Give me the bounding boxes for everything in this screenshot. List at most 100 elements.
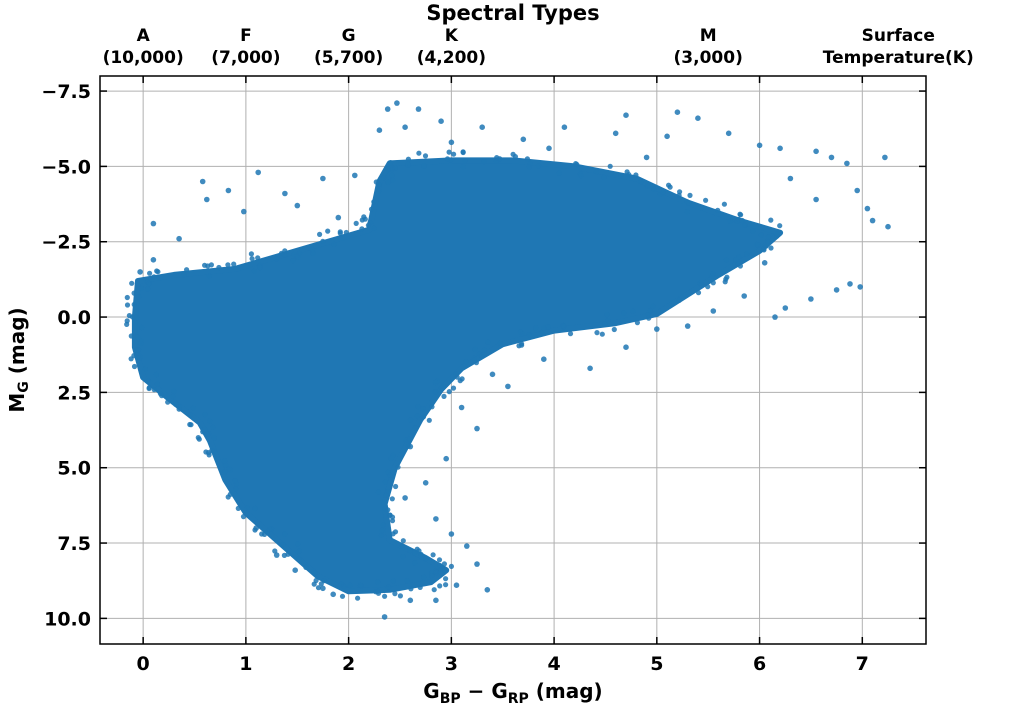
- star-point: [453, 371, 459, 377]
- y-tick-label: −5.0: [41, 156, 91, 178]
- star-point: [407, 547, 413, 554]
- star-point: [623, 344, 629, 351]
- star-point: [378, 532, 385, 538]
- star-point: [710, 271, 716, 277]
- star-point: [325, 228, 331, 234]
- star-point: [574, 161, 580, 168]
- star-point: [251, 268, 257, 274]
- star-point: [772, 314, 778, 320]
- spectral-type-label: K: [445, 26, 459, 46]
- star-point: [134, 314, 140, 321]
- star-point: [402, 124, 408, 130]
- star-point: [857, 284, 863, 290]
- star-point: [255, 169, 261, 176]
- star-point: [578, 173, 584, 179]
- star-point: [440, 383, 446, 389]
- star-point: [206, 431, 212, 437]
- star-point: [412, 425, 419, 431]
- star-point: [497, 156, 503, 162]
- star-point: [416, 150, 422, 156]
- star-point: [505, 383, 511, 390]
- spectral-type-axis: A(10,000) F(7,000) G(5,700) K(4,200) M(3,000…: [103, 26, 974, 68]
- star-point: [430, 552, 436, 558]
- star-point: [205, 450, 212, 456]
- star-point: [331, 241, 337, 247]
- star-point: [155, 269, 161, 275]
- star-point: [389, 518, 396, 524]
- star-point: [422, 480, 429, 486]
- star-point: [438, 118, 444, 124]
- star-point: [241, 208, 247, 215]
- star-point: [352, 172, 358, 179]
- star-point: [205, 263, 211, 269]
- star-point: [450, 385, 457, 391]
- star-point: [633, 172, 639, 178]
- star-point: [142, 366, 148, 372]
- star-point: [389, 496, 395, 502]
- star-point: [407, 443, 414, 450]
- star-point: [136, 294, 142, 300]
- star-point: [145, 378, 151, 384]
- star-point: [131, 363, 138, 370]
- star-point: [422, 153, 429, 159]
- star-point: [761, 260, 768, 266]
- star-point: [320, 175, 326, 182]
- star-point: [382, 505, 388, 512]
- star-point: [437, 583, 443, 589]
- star-point: [150, 257, 157, 263]
- y-axis-title: MG (mag): [5, 307, 32, 412]
- y-tick-label: 5.0: [57, 458, 91, 480]
- star-point: [165, 399, 171, 405]
- star-point: [371, 199, 377, 205]
- star-point: [131, 301, 137, 308]
- star-point: [462, 158, 468, 164]
- star-point: [184, 267, 190, 273]
- x-axis-title-sub2: RP: [508, 691, 529, 706]
- star-point: [703, 197, 709, 203]
- star-point: [273, 256, 280, 262]
- star-point: [768, 245, 774, 251]
- star-point: [312, 570, 318, 576]
- star-point: [399, 543, 405, 549]
- star-point: [684, 323, 691, 329]
- star-point: [429, 404, 435, 410]
- star-point: [418, 551, 424, 557]
- star-point: [405, 156, 411, 162]
- star-point: [510, 151, 516, 157]
- star-point: [145, 286, 151, 292]
- x-tick-label: 2: [342, 653, 355, 675]
- star-point: [151, 274, 157, 280]
- star-point: [223, 462, 229, 468]
- star-point: [446, 149, 452, 155]
- star-point: [295, 541, 301, 547]
- star-point: [417, 584, 423, 591]
- star-point: [756, 142, 763, 149]
- x-tick-label: 0: [137, 653, 150, 675]
- star-point: [252, 505, 258, 512]
- star-point: [222, 458, 228, 464]
- star-point: [869, 217, 876, 224]
- star-point: [741, 293, 747, 299]
- x-axis-title-main: G: [423, 679, 439, 703]
- star-point: [664, 133, 670, 140]
- star-point: [484, 587, 491, 593]
- star-point: [744, 251, 750, 257]
- y-axis-title-main: M: [5, 393, 29, 413]
- star-point: [882, 154, 888, 161]
- star-point: [408, 586, 414, 592]
- star-point: [758, 232, 765, 238]
- star-point: [294, 252, 300, 259]
- star-point: [202, 412, 208, 418]
- star-point: [742, 222, 748, 228]
- star-point: [643, 154, 650, 161]
- star-point: [448, 563, 454, 570]
- star-point: [190, 405, 196, 411]
- star-point: [463, 359, 469, 365]
- star-point: [309, 247, 315, 253]
- star-point: [375, 588, 381, 594]
- star-point: [561, 323, 567, 329]
- y-tick-label: −2.5: [41, 232, 91, 254]
- star-point: [446, 389, 452, 395]
- star-point: [379, 527, 385, 534]
- x-axis-title: GBP − GRP (mag): [423, 679, 602, 706]
